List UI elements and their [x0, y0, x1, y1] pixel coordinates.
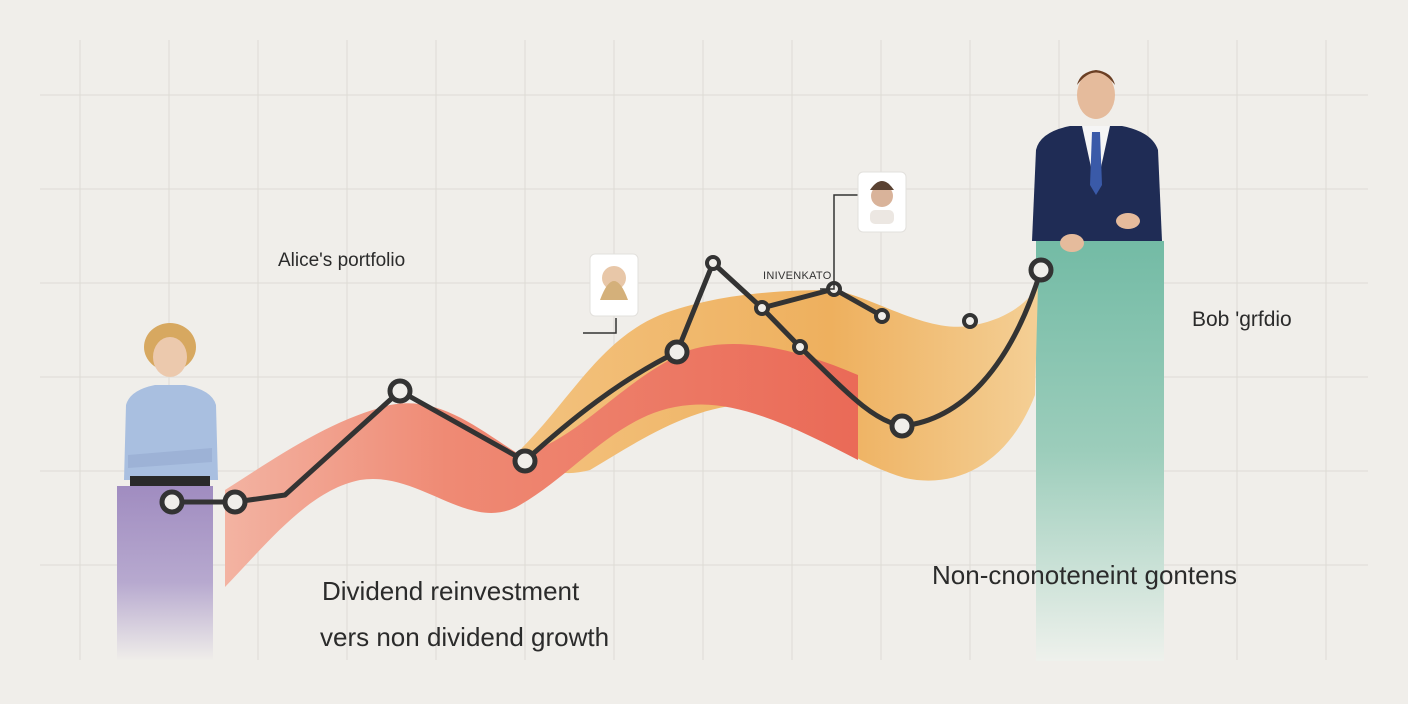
- bob-portfolio-label: Bob 'grfdio: [1192, 308, 1292, 331]
- right-bar: [1036, 241, 1164, 661]
- data-point: [159, 489, 185, 515]
- line-markers: [159, 255, 1054, 515]
- caption-line-2: vers non dividend growth: [320, 622, 610, 652]
- annotation-tag: INIVENKATO: [763, 270, 832, 282]
- series-line: [169, 260, 1044, 505]
- data-point: [664, 339, 690, 365]
- data-point: [512, 448, 538, 474]
- caption-line-1: Dividend reinvestment: [322, 576, 580, 606]
- callout-line-1: [583, 318, 617, 334]
- data-point: [754, 300, 770, 316]
- avatar-card-1: [589, 253, 639, 317]
- alice-figure: [124, 323, 218, 486]
- red-band: [225, 344, 858, 587]
- data-point: [874, 308, 890, 324]
- data-point: [962, 313, 978, 329]
- dividend-caption: Dividend reinvestment vers non dividend …: [320, 568, 610, 660]
- alice-portfolio-label: Alice's portfolio: [278, 250, 406, 271]
- right-caption: Non-cnonoteneint gontens: [932, 560, 1238, 590]
- callout-line-2: [820, 194, 858, 290]
- left-bar: [117, 486, 213, 661]
- bob-figure: [1032, 70, 1162, 252]
- data-point: [792, 339, 808, 355]
- data-point: [1028, 257, 1054, 283]
- data-point: [705, 255, 721, 271]
- avatar-card-2: [857, 171, 907, 233]
- data-point: [387, 378, 413, 404]
- data-point: [222, 489, 248, 515]
- data-point: [889, 413, 915, 439]
